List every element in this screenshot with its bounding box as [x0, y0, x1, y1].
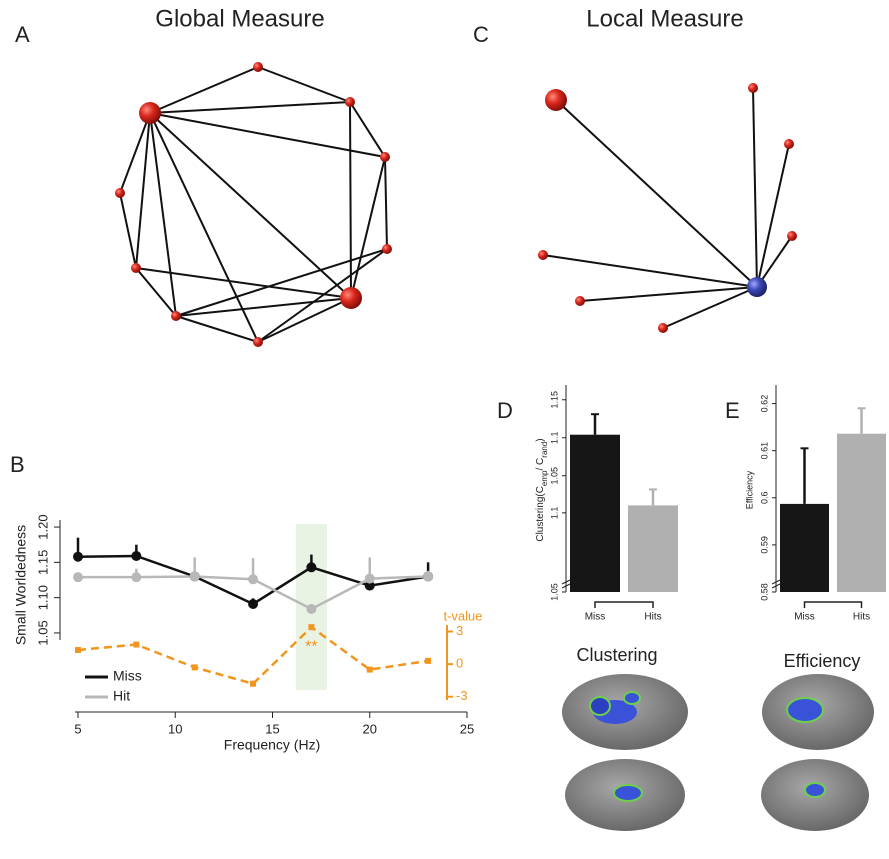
annotation: ** [305, 638, 317, 655]
marker [190, 571, 200, 581]
y2-tick-label: -3 [456, 688, 468, 703]
y-tick-label: 1.20 [35, 514, 50, 539]
marker [367, 667, 373, 673]
marker [73, 552, 83, 562]
x-tick-label: Hits [853, 612, 870, 623]
y-tick-label: 0.61 [759, 442, 769, 460]
panel-title: Local Measure [586, 5, 743, 32]
bar [780, 504, 829, 592]
marker [133, 642, 139, 648]
x-tick-label: 5 [74, 721, 81, 736]
marker [250, 681, 256, 687]
category-bracket [805, 602, 862, 608]
y-axis-label: Efficiency [744, 470, 754, 509]
x-tick-label: 20 [363, 721, 377, 736]
bar [628, 505, 678, 592]
y-tick-label: 1.1 [549, 507, 559, 520]
marker [365, 574, 375, 584]
x-tick-label: 25 [460, 721, 474, 736]
brain-title: Clustering [576, 645, 657, 665]
y-axis-label: Clustering(Cemp/ Crand) [535, 438, 549, 541]
marker [192, 664, 198, 670]
y-tick-label: 0.62 [759, 395, 769, 413]
panel-label: E [725, 398, 740, 423]
panel-label: B [10, 452, 25, 477]
y2-tick-label: 3 [456, 623, 463, 638]
brain-maps [562, 674, 874, 831]
bar [570, 435, 620, 592]
y-tick-label: 1.10 [35, 585, 50, 610]
y-tick-label: 1.15 [35, 550, 50, 575]
marker [423, 571, 433, 581]
network-local [538, 83, 797, 333]
legend-label: Miss [113, 668, 142, 684]
marker [308, 624, 314, 630]
marker [131, 572, 141, 582]
y-tick-label: 1.1 [549, 431, 559, 444]
y-tick-label: 1.05 [549, 467, 559, 485]
x-tick-label: Miss [794, 612, 815, 623]
x-tick-label: 10 [168, 721, 182, 736]
x-tick-label: 15 [265, 721, 279, 736]
y-tick-label: 1.05 [549, 583, 559, 601]
y2-axis-label: t-value [443, 608, 482, 623]
figure: Global Measure Local Measure A C B D E C… [0, 0, 889, 859]
y-tick-label: 1.05 [35, 620, 50, 645]
marker [306, 562, 316, 572]
y-tick-label: 0.59 [759, 536, 769, 554]
marker [75, 647, 81, 653]
panel-label: C [473, 22, 489, 47]
network-global [115, 62, 392, 347]
marker [248, 599, 258, 609]
panel-label: A [15, 22, 30, 47]
legend-label: Hit [113, 688, 130, 704]
panel-title: Global Measure [155, 5, 324, 32]
y-tick-label: 1.15 [549, 391, 559, 409]
marker [248, 574, 258, 584]
bar [837, 434, 886, 592]
panel-label: D [497, 398, 513, 423]
y-axis-label: Small Worldedness [13, 525, 29, 645]
category-bracket [595, 602, 653, 608]
brain-title: Efficiency [784, 651, 861, 671]
marker [306, 604, 316, 614]
y-tick-label: 0.6 [759, 492, 769, 505]
marker [131, 551, 141, 561]
x-axis-label: Frequency (Hz) [224, 737, 320, 753]
x-tick-label: Hits [644, 612, 661, 623]
y-tick-label: 0.58 [759, 583, 769, 601]
y2-tick-label: 0 [456, 656, 463, 671]
marker [425, 658, 431, 664]
marker [73, 572, 83, 582]
x-tick-label: Miss [585, 612, 606, 623]
